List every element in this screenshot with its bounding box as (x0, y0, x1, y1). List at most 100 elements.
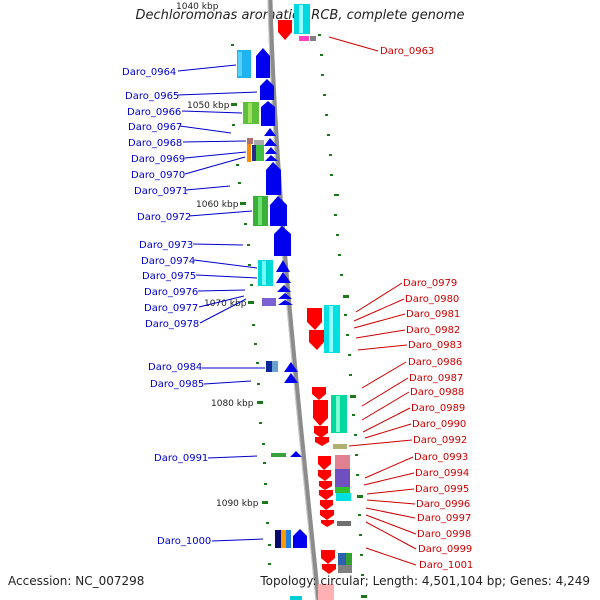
gene-label-daro-0976[interactable]: Daro_0976 (144, 287, 198, 298)
gene-arrow[interactable] (276, 272, 291, 283)
gene-block[interactable] (258, 197, 262, 225)
gene-block[interactable] (254, 140, 264, 146)
gene-label-daro-0968[interactable]: Daro_0968 (128, 138, 182, 149)
gene-label-daro-0999[interactable]: Daro_0999 (418, 544, 472, 555)
gene-label-daro-0969[interactable]: Daro_0969 (131, 154, 185, 165)
gene-block[interactable] (247, 138, 253, 144)
gene-label-daro-0993[interactable]: Daro_0993 (414, 452, 468, 463)
gene-block[interactable] (248, 103, 252, 123)
gene-label-daro-0978[interactable]: Daro_0978 (145, 319, 199, 330)
gene-label-daro-0987[interactable]: Daro_0987 (409, 373, 463, 384)
gene-arrow[interactable] (264, 128, 276, 136)
gene-label-daro-0985[interactable]: Daro_0985 (150, 379, 204, 390)
gene-block[interactable] (271, 453, 286, 457)
gene-label-daro-0970[interactable]: Daro_0970 (131, 170, 185, 181)
gene-label-daro-0996[interactable]: Daro_0996 (416, 499, 470, 510)
gene-arrow[interactable] (312, 387, 326, 400)
gene-label-daro-0979[interactable]: Daro_0979 (403, 278, 457, 289)
gene-arrow[interactable] (307, 308, 322, 330)
gene-block[interactable] (281, 530, 286, 548)
gene-arrow[interactable] (270, 196, 287, 226)
gene-label-daro-0994[interactable]: Daro_0994 (415, 468, 469, 479)
gene-block[interactable] (335, 487, 350, 493)
gene-label-daro-0989[interactable]: Daro_0989 (411, 403, 465, 414)
gene-arrow[interactable] (321, 550, 335, 564)
gene-label-daro-0990[interactable]: Daro_0990 (412, 419, 466, 430)
gene-block[interactable] (262, 298, 276, 306)
gene-block[interactable] (336, 493, 351, 501)
gene-block[interactable] (272, 361, 278, 372)
gene-label-daro-1000[interactable]: Daro_1000 (157, 536, 211, 547)
gene-block[interactable] (346, 553, 352, 565)
gene-label-daro-0975[interactable]: Daro_0975 (142, 271, 196, 282)
gene-label-daro-0982[interactable]: Daro_0982 (406, 325, 460, 336)
gene-label-daro-0983[interactable]: Daro_0983 (408, 340, 462, 351)
gene-arrow[interactable] (265, 155, 278, 161)
gene-arrow[interactable] (261, 101, 275, 126)
gene-block[interactable] (333, 444, 347, 449)
gene-arrow[interactable] (284, 373, 298, 383)
gene-block[interactable] (262, 261, 266, 285)
gene-label-daro-0984[interactable]: Daro_0984 (148, 362, 202, 373)
gene-arrow[interactable] (266, 162, 281, 195)
gene-arrow[interactable] (277, 285, 291, 292)
gene-arrow[interactable] (290, 451, 302, 457)
gene-arrow[interactable] (278, 293, 292, 299)
gene-block[interactable] (299, 5, 303, 33)
gene-label-daro-0988[interactable]: Daro_0988 (410, 387, 464, 398)
gene-label-daro-0965[interactable]: Daro_0965 (125, 91, 179, 102)
gene-label-daro-0992[interactable]: Daro_0992 (413, 435, 467, 446)
gene-arrow[interactable] (320, 510, 334, 520)
gene-arrow[interactable] (265, 147, 277, 154)
gene-label-daro-0967[interactable]: Daro_0967 (128, 122, 182, 133)
gene-label-daro-1001[interactable]: Daro_1001 (419, 560, 473, 571)
gene-arrow[interactable] (293, 529, 307, 548)
gene-block[interactable] (337, 521, 351, 526)
gene-block[interactable] (256, 145, 264, 161)
gene-arrow[interactable] (321, 520, 334, 527)
gene-block[interactable] (247, 144, 251, 162)
gene-arrow[interactable] (278, 300, 293, 305)
gene-label-daro-0971[interactable]: Daro_0971 (134, 186, 188, 197)
gene-label-daro-0977[interactable]: Daro_0977 (144, 303, 198, 314)
gene-arrow[interactable] (284, 362, 298, 372)
gene-label-daro-0981[interactable]: Daro_0981 (406, 309, 460, 320)
gene-block[interactable] (238, 52, 242, 76)
gene-arrow[interactable] (318, 456, 331, 470)
gene-label-daro-0997[interactable]: Daro_0997 (417, 513, 471, 524)
gene-arrow[interactable] (264, 138, 277, 146)
gene-label-daro-0966[interactable]: Daro_0966 (127, 107, 181, 118)
gene-arrow[interactable] (318, 470, 331, 481)
gene-block[interactable] (335, 455, 350, 469)
gene-label-daro-0986[interactable]: Daro_0986 (408, 357, 462, 368)
gene-arrow[interactable] (256, 48, 270, 78)
gene-arrow[interactable] (322, 564, 336, 574)
gene-block[interactable] (310, 36, 316, 41)
gene-block[interactable] (252, 145, 256, 161)
gene-arrow[interactable] (315, 437, 329, 446)
gene-block[interactable] (266, 361, 272, 372)
gene-arrow[interactable] (309, 330, 324, 350)
gene-arrow[interactable] (320, 500, 333, 510)
gene-label-daro-0991[interactable]: Daro_0991 (154, 453, 208, 464)
gene-arrow[interactable] (314, 426, 328, 438)
gene-label-daro-0998[interactable]: Daro_0998 (417, 529, 471, 540)
gene-label-daro-0963[interactable]: Daro_0963 (380, 46, 434, 57)
gene-label-daro-0972[interactable]: Daro_0972 (137, 212, 191, 223)
gene-block[interactable] (275, 530, 281, 548)
gene-arrow[interactable] (278, 20, 292, 40)
gene-arrow[interactable] (260, 79, 274, 100)
gene-block[interactable] (338, 565, 352, 573)
gene-block[interactable] (290, 596, 302, 600)
gene-label-daro-0995[interactable]: Daro_0995 (415, 484, 469, 495)
gene-label-daro-0973[interactable]: Daro_0973 (139, 240, 193, 251)
gene-arrow[interactable] (274, 226, 291, 256)
gene-arrow[interactable] (319, 481, 332, 490)
gene-block[interactable] (286, 530, 291, 548)
gene-label-daro-0980[interactable]: Daro_0980 (405, 294, 459, 305)
gene-block[interactable] (329, 306, 333, 352)
gene-block[interactable] (335, 469, 350, 487)
gene-block[interactable] (336, 396, 340, 432)
gene-label-daro-0964[interactable]: Daro_0964 (122, 67, 176, 78)
gene-block[interactable] (299, 36, 309, 41)
